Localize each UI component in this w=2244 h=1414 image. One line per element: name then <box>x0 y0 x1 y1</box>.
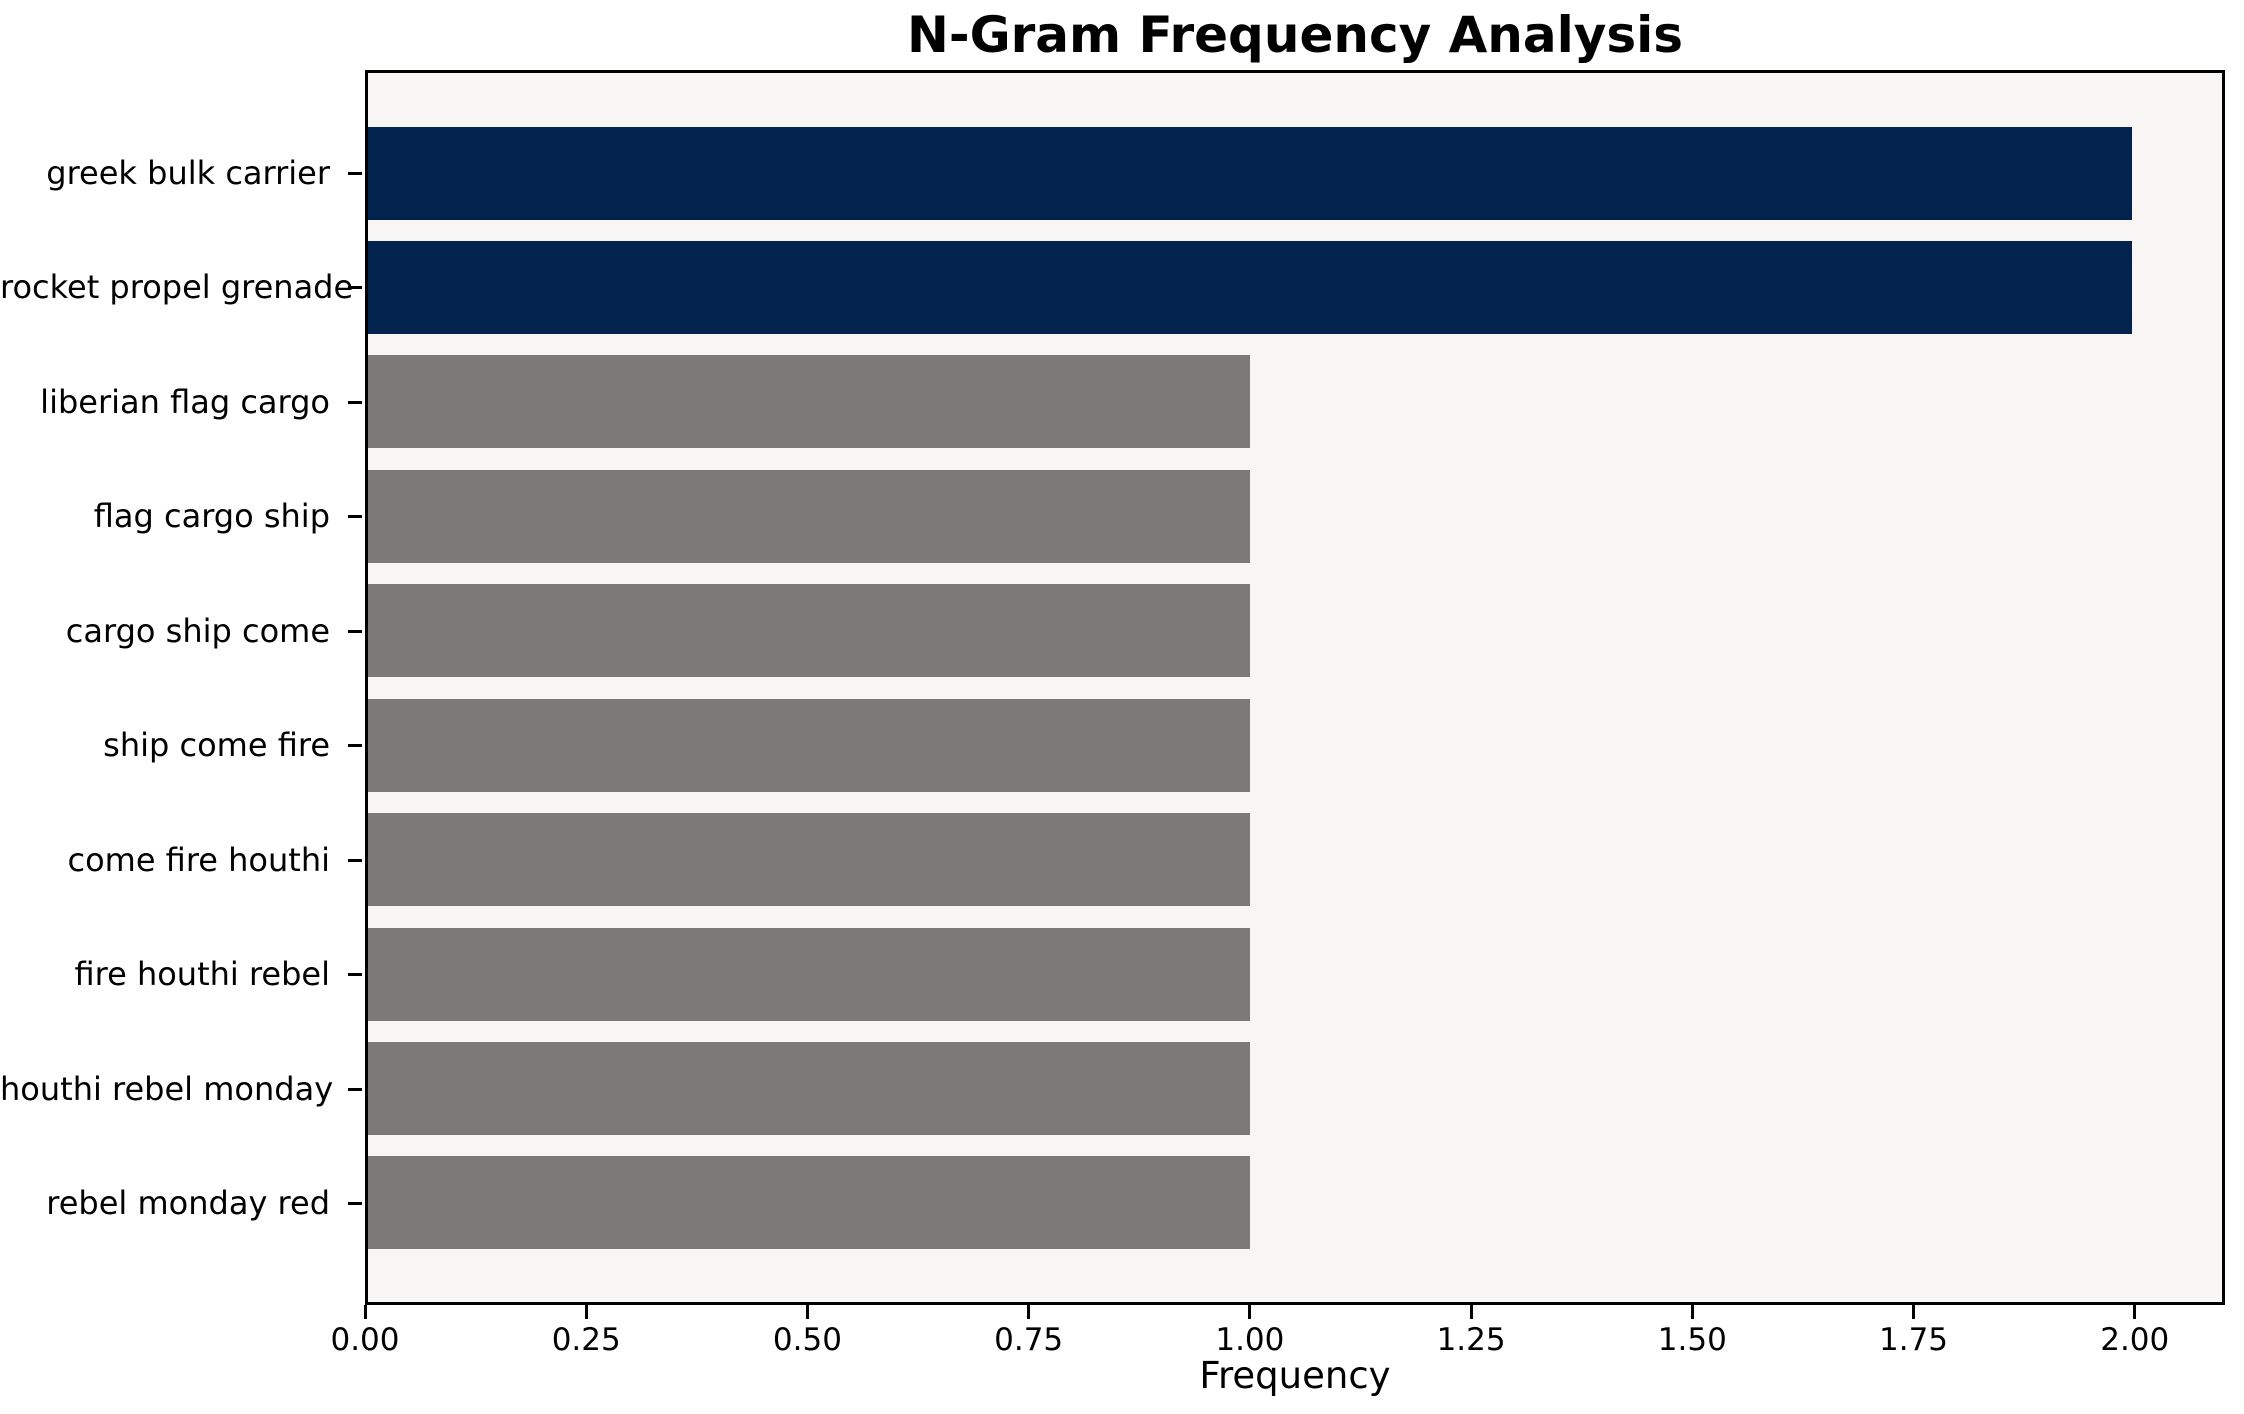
plot-area <box>365 70 2225 1305</box>
y-tick-7 <box>348 973 362 977</box>
x-axis-label: Frequency <box>1199 1354 1391 1397</box>
y-tick-3 <box>348 515 362 519</box>
y-tick-label-6: come fire houthi <box>67 840 330 879</box>
y-tick-label-0: greek bulk carrier <box>46 154 330 192</box>
bar-4 <box>368 584 1251 678</box>
x-tick-label-2: 0.50 <box>772 1322 842 1358</box>
y-tick-0 <box>348 172 362 175</box>
bar-8 <box>368 1042 1251 1136</box>
x-tick-1 <box>584 1305 588 1319</box>
x-tick-4 <box>1248 1305 1252 1319</box>
x-tick-8 <box>2133 1305 2137 1319</box>
y-tick-label-1: rocket propel grenade <box>0 268 354 307</box>
bar-9 <box>368 1156 1251 1250</box>
chart-title: N-Gram Frequency Analysis <box>906 6 1684 64</box>
y-tick-8 <box>348 1087 362 1091</box>
x-tick-label-5: 1.25 <box>1436 1322 1506 1358</box>
bar-5 <box>368 698 1251 792</box>
y-tick-5 <box>348 744 362 748</box>
x-tick-2 <box>805 1305 809 1319</box>
x-tick-3 <box>1027 1305 1031 1319</box>
x-tick-label-0: 0.00 <box>330 1322 400 1358</box>
y-tick-4 <box>348 629 362 633</box>
bar-1 <box>368 240 2133 334</box>
bar-7 <box>368 927 1251 1021</box>
y-tick-label-9: rebel monday red <box>46 1183 330 1222</box>
x-tick-label-8: 2.00 <box>2100 1322 2170 1358</box>
x-tick-7 <box>1912 1305 1916 1319</box>
y-tick-label-3: flag cargo ship <box>93 497 330 536</box>
x-tick-5 <box>1469 1305 1473 1319</box>
x-tick-label-7: 1.75 <box>1879 1322 1949 1358</box>
y-tick-label-7: fire houthi rebel <box>74 955 330 994</box>
x-tick-label-4: 1.00 <box>1215 1322 1285 1358</box>
bar-2 <box>368 355 1251 449</box>
bar-0 <box>368 126 2133 220</box>
bar-6 <box>368 813 1251 907</box>
x-tick-0 <box>363 1305 367 1319</box>
y-tick-1 <box>348 286 362 290</box>
x-tick-label-1: 0.25 <box>551 1322 621 1358</box>
x-tick-6 <box>1690 1305 1694 1319</box>
y-tick-label-8: houthi rebel monday <box>0 1069 334 1108</box>
y-tick-9 <box>348 1201 362 1205</box>
x-tick-label-3: 0.75 <box>994 1322 1064 1358</box>
y-tick-2 <box>348 400 362 404</box>
y-tick-6 <box>348 858 362 862</box>
y-tick-label-2: liberian flag cargo <box>40 382 330 421</box>
x-tick-label-6: 1.50 <box>1657 1322 1727 1358</box>
y-tick-label-5: ship come fire <box>103 726 330 765</box>
y-tick-label-4: cargo ship come <box>65 611 330 650</box>
bar-3 <box>368 469 1251 563</box>
